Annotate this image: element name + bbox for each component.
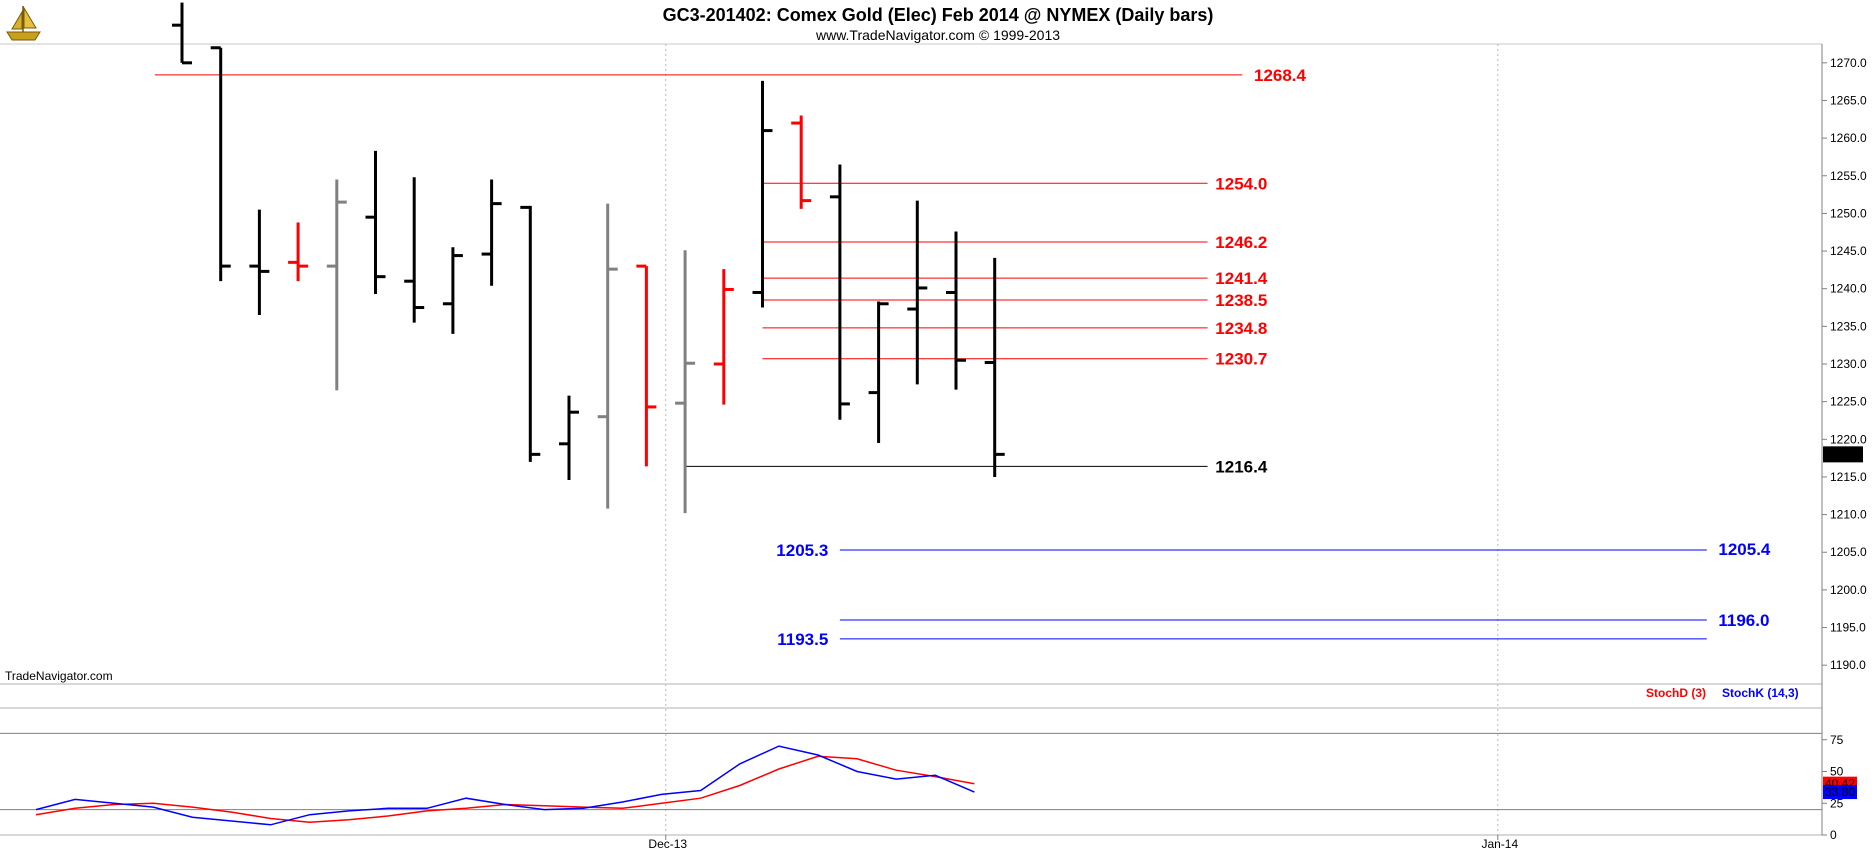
x-axis: Dec-13 Jan-14 — [648, 835, 1518, 851]
stochk-last-box — [1823, 785, 1857, 800]
ohlc-bar — [326, 179, 347, 391]
y-tick-label: 1225.0 — [1830, 395, 1867, 409]
y-tick-label: 1210.0 — [1830, 508, 1867, 522]
level-label: 1268.4 — [1254, 66, 1307, 85]
y-tick-label: 1265.0 — [1830, 93, 1867, 107]
watermark-label: TradeNavigator.com — [5, 669, 113, 683]
stochastic-legend: StochD (3) StochK (14,3) — [1646, 686, 1799, 700]
y-tick-label: 1235.0 — [1830, 319, 1867, 333]
ohlc-bar — [829, 164, 850, 420]
chart-subtitle: www.TradeNavigator.com © 1999-2013 — [815, 27, 1060, 43]
y-tick-label: 1240.0 — [1830, 282, 1867, 296]
level-label: 1246.2 — [1215, 233, 1267, 252]
x-label: Jan-14 — [1481, 837, 1518, 851]
y-tick-label: 1200.0 — [1830, 583, 1867, 597]
ohlc-bar — [597, 203, 618, 509]
chart-frame — [0, 0, 1876, 836]
level-label: 1216.4 — [1215, 457, 1268, 476]
ohlc-bars — [172, 2, 1005, 514]
y-tick-label: 1255.0 — [1830, 169, 1867, 183]
ohlc-bar — [946, 231, 966, 390]
ohlc-bar — [713, 269, 734, 405]
price-y-axis: 1270.0 1265.0 1260.0 1255.0 1250.0 1245.0 1240… — [1822, 56, 1867, 672]
ohlc-bar — [442, 247, 463, 334]
caravel-ship-icon — [6, 6, 41, 41]
last-price-marker: 1218.0 — [1823, 446, 1863, 463]
level-label: 1241.4 — [1215, 269, 1268, 288]
ohlc-bar — [559, 395, 579, 480]
price-levels: 1268.4 1254.0 1246.2 1241.4 1238.5 1234.8 1230… — [154, 66, 1771, 649]
y-tick-label: 1245.0 — [1830, 244, 1867, 258]
ohlc-bar — [210, 46, 231, 282]
last-price-label: 1218.0 — [1826, 447, 1863, 461]
y-tick-label: 1260.0 — [1830, 131, 1867, 145]
stoch-y-tick-label: 0 — [1830, 828, 1837, 842]
title-bar-background — [0, 0, 1876, 44]
ohlc-bar — [675, 250, 696, 514]
level-label: 1230.7 — [1215, 350, 1267, 369]
stoch-y-tick-label: 50 — [1830, 765, 1844, 779]
ohlc-bar — [520, 205, 541, 462]
level-label: 1254.0 — [1215, 174, 1267, 193]
y-tick-label: 1250.0 — [1830, 206, 1867, 220]
logo — [6, 6, 41, 41]
ohlc-bar — [752, 80, 773, 308]
level-label: 1234.8 — [1215, 319, 1267, 338]
ohlc-bar — [288, 222, 309, 282]
ohlc-bar — [365, 150, 386, 294]
legend-stochk: StochK (14,3) — [1722, 686, 1799, 700]
y-tick-label: 1270.0 — [1830, 56, 1867, 70]
level-label: 1205.4 — [1718, 540, 1771, 559]
x-label: Dec-13 — [648, 837, 687, 851]
legend-stochd: StochD (3) — [1646, 686, 1706, 700]
level-label: 1193.5 — [777, 630, 828, 649]
stochk-last-value: 33.80 — [1825, 785, 1855, 799]
vertical-gridlines — [665, 44, 1499, 835]
ohlc-bar — [404, 177, 425, 323]
ohlc-bar — [636, 264, 657, 467]
stoch-y-tick-label: 75 — [1830, 733, 1844, 747]
ohlc-bar — [791, 115, 812, 209]
ohlc-bar — [984, 257, 1005, 477]
stoch-y-tick-label: 25 — [1830, 796, 1844, 810]
y-tick-label: 1190.0 — [1830, 658, 1866, 672]
ohlc-bar — [172, 2, 192, 65]
y-tick-label: 1220.0 — [1830, 432, 1867, 446]
last-price-box — [1823, 446, 1863, 463]
stochk-line — [35, 745, 975, 826]
chart-title: GC3-201402: Comex Gold (Elec) Feb 2014 @… — [663, 5, 1214, 25]
y-tick-label: 1230.0 — [1830, 357, 1867, 371]
y-tick-label: 1205.0 — [1830, 545, 1867, 559]
ohlc-bar — [868, 301, 889, 444]
level-label: 1238.5 — [1215, 291, 1267, 310]
ohlc-bar — [481, 179, 502, 286]
y-tick-label: 1195.0 — [1830, 621, 1866, 635]
ohlc-bar — [249, 209, 270, 316]
y-tick-label: 1215.0 — [1830, 470, 1867, 484]
level-label: 1196.0 — [1718, 611, 1769, 630]
level-label: 1205.3 — [776, 541, 828, 560]
stochastic-pane — [0, 732, 1822, 826]
ohlc-bar — [907, 200, 928, 385]
